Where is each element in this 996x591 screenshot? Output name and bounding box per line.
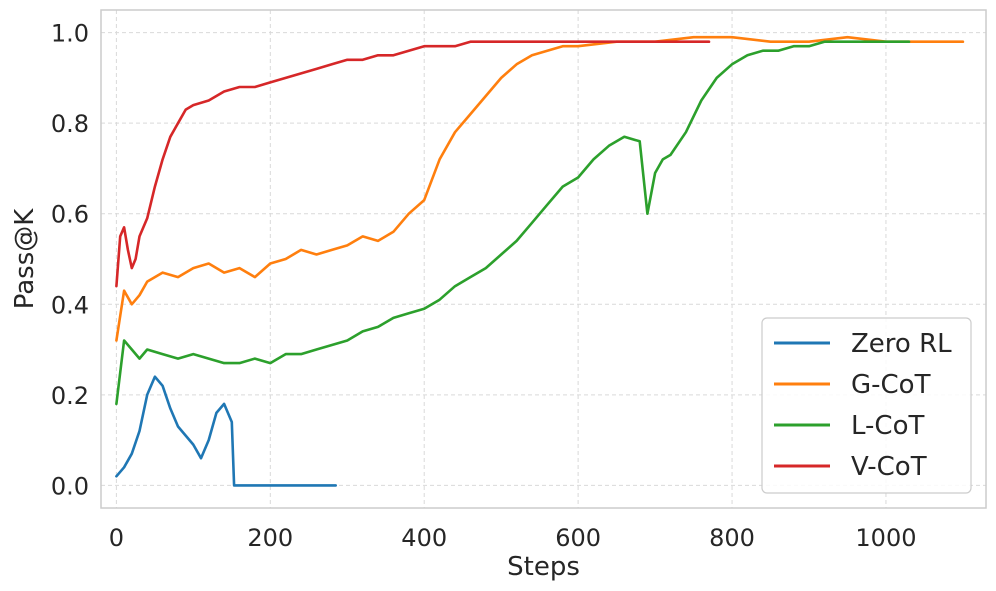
- y-axis-label: Pass@K: [10, 208, 40, 310]
- series-line-l-cot: [115, 40, 911, 406]
- x-tick-label: 1000: [855, 524, 916, 552]
- x-tick-label: 200: [247, 524, 293, 552]
- y-tick-label: 1.0: [51, 20, 89, 48]
- series-line-g-cot: [115, 35, 965, 342]
- y-tick-label: 0.2: [51, 382, 89, 410]
- x-tick-label: 800: [709, 524, 755, 552]
- y-axis-ticks: 0.0 0.2 0.4 0.6 0.8 1.0: [51, 20, 89, 501]
- x-tick-label: 0: [109, 524, 124, 552]
- series-line-zero-rl: [115, 375, 338, 487]
- x-tick-label: 400: [401, 524, 447, 552]
- y-tick-label: 0.6: [51, 201, 89, 229]
- y-tick-label: 0.0: [51, 472, 89, 500]
- series-layer: [115, 35, 965, 487]
- x-axis-ticks: 0 200 400 600 800 1000: [109, 524, 917, 552]
- legend-label: Zero RL: [851, 329, 952, 359]
- x-axis-label: Steps: [507, 552, 580, 582]
- y-tick-label: 0.4: [51, 291, 89, 319]
- chart-legend: Zero RL G-CoT L-CoT V-CoT: [761, 317, 972, 494]
- y-tick-label: 0.8: [51, 110, 89, 138]
- legend-label: L-CoT: [851, 411, 924, 441]
- series-line-v-cot: [115, 40, 711, 288]
- legend-box: [761, 317, 972, 494]
- plot-area-frame: [100, 9, 987, 509]
- x-tick-label: 600: [555, 524, 601, 552]
- legend-label: V-CoT: [851, 452, 927, 482]
- legend-label: G-CoT: [851, 370, 931, 400]
